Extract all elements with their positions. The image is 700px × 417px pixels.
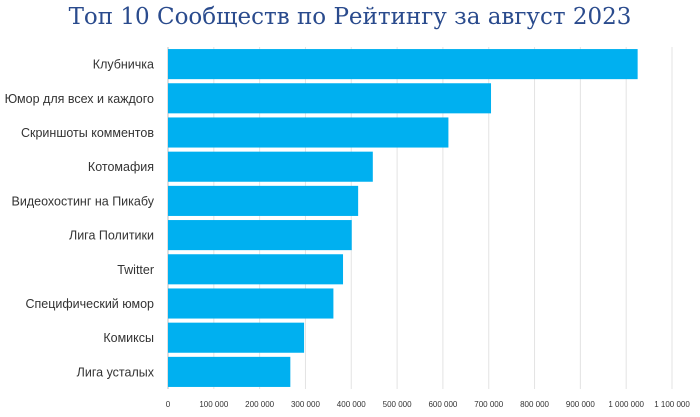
- x-tick-label: 600 000: [428, 400, 457, 409]
- x-tick-label: 700 000: [474, 400, 503, 409]
- bar: [168, 185, 359, 216]
- category-label: Специфический юмор: [25, 297, 154, 311]
- category-label: Комиксы: [103, 331, 154, 345]
- bar: [168, 151, 373, 182]
- x-tick-label: 0: [166, 400, 171, 409]
- x-tick-label: 900 000: [566, 400, 595, 409]
- bar: [168, 288, 334, 319]
- category-label: Twitter: [117, 263, 154, 277]
- category-label: Котомафия: [88, 160, 154, 174]
- bar: [168, 322, 305, 353]
- x-tick-label: 200 000: [245, 400, 274, 409]
- category-label: Скриншоты комментов: [21, 126, 154, 140]
- x-tick-labels: 0 100 000 200 000 300 000 400 000 500 000 600 …: [166, 400, 691, 409]
- bar: [168, 49, 638, 80]
- bar: [168, 254, 344, 285]
- x-tick-label: 1 100 000: [654, 400, 690, 409]
- bar: [168, 117, 449, 148]
- category-labels: Клубничка Юмор для всех и каждого Скриншот…: [5, 58, 155, 380]
- category-label: Лига усталых: [77, 365, 155, 379]
- x-tick-label: 800 000: [520, 400, 549, 409]
- category-label: Клубничка: [93, 58, 154, 72]
- chart-title: Топ 10 Сообществ по Рейтингу за август 2…: [68, 4, 632, 30]
- x-tick-label: 500 000: [383, 400, 412, 409]
- bar: [168, 220, 352, 251]
- category-label: Лига Политики: [69, 229, 154, 243]
- x-tick-label: 400 000: [337, 400, 366, 409]
- bar: [168, 83, 492, 114]
- category-label: Юмор для всех и каждого: [5, 92, 154, 106]
- x-tick-label: 100 000: [199, 400, 228, 409]
- bars: [168, 49, 638, 387]
- x-tick-label: 1 000 000: [608, 400, 644, 409]
- x-tick-label: 300 000: [291, 400, 320, 409]
- bar: [168, 356, 291, 387]
- category-label: Видеохостинг на Пикабу: [12, 194, 155, 208]
